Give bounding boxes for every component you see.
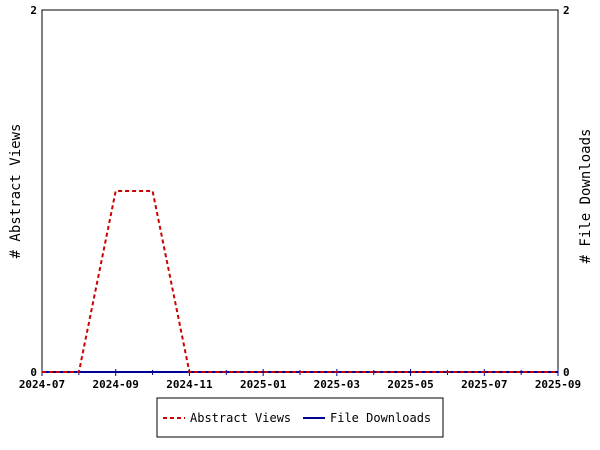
x-tick-label: 2025-07	[461, 378, 507, 391]
y-right-tick-label: 0	[563, 366, 570, 379]
x-tick-label: 2025-01	[240, 378, 287, 391]
x-tick-label: 2025-03	[314, 378, 360, 391]
x-axis-labels: 2024-07 2024-09 2024-11 2025-01 2025-03 2025-…	[19, 378, 581, 391]
legend: Abstract Views File Downloads	[156, 397, 444, 438]
x-tick-label: 2024-07	[19, 378, 65, 391]
x-tick-label: 2025-05	[387, 378, 433, 391]
y-right-axis-title: # File Downloads	[578, 129, 594, 264]
y-axis-labels: 0 2 0 2	[30, 4, 569, 379]
y-left-tick-label: 2	[30, 4, 37, 17]
series-layer	[41, 190, 559, 373]
legend-label-abstract-views: Abstract Views	[190, 411, 291, 425]
x-tick-label: 2025-09	[535, 378, 581, 391]
x-tick-label: 2024-09	[93, 378, 139, 391]
legend-label-file-downloads: File Downloads	[330, 411, 431, 425]
legend-box	[156, 397, 444, 438]
y-right-tick-label: 2	[563, 4, 570, 17]
x-tick-label: 2024-11	[166, 378, 213, 391]
y-left-axis-title: # Abstract Views	[8, 124, 24, 259]
y-left-tick-label: 0	[30, 366, 37, 379]
